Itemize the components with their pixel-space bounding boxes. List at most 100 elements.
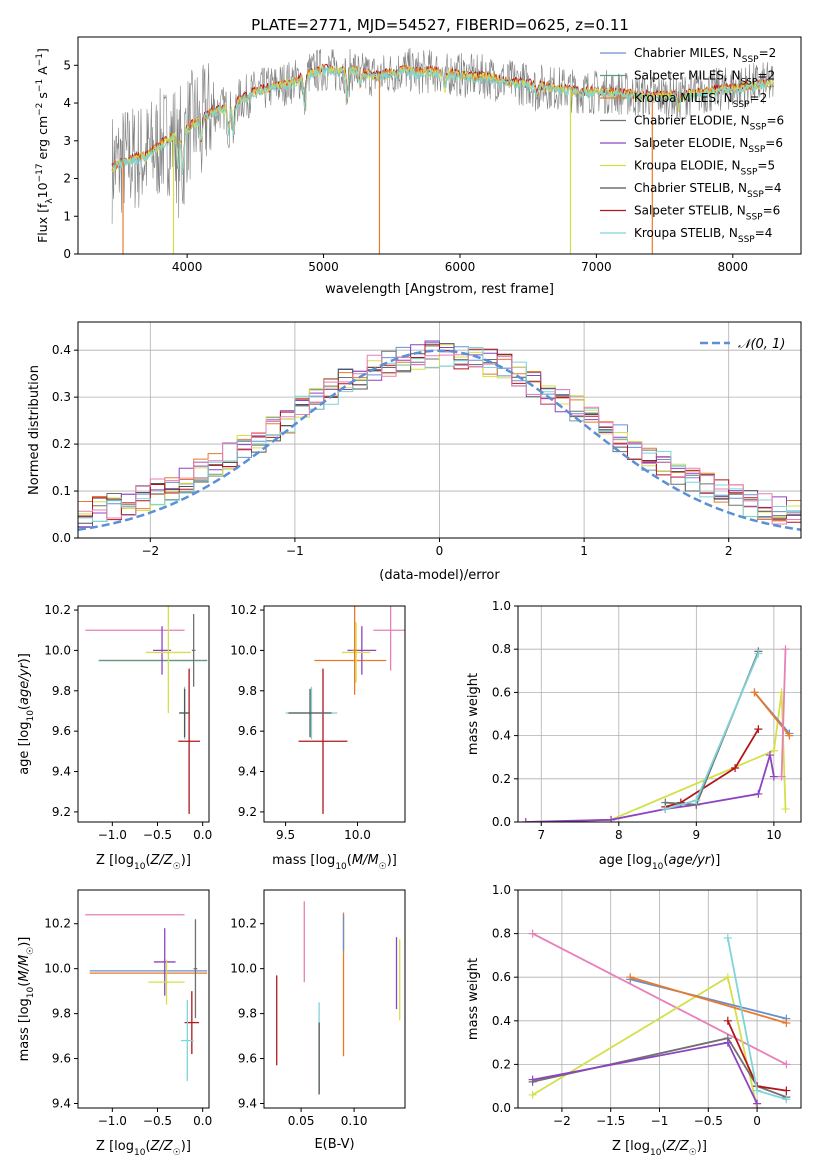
legend-entry: Salpeter ELODIE, NSSP=6 bbox=[634, 136, 783, 155]
errorbar-point bbox=[191, 614, 196, 687]
weight-series-line bbox=[665, 653, 760, 810]
x-tick-label: 0.05 bbox=[288, 1114, 315, 1128]
age-z-ylabel: age [log10(age/yr)] bbox=[17, 653, 36, 775]
plot-area-mass-vs-Z bbox=[85, 914, 208, 1082]
weight-point-marker bbox=[731, 764, 740, 772]
y-tick-label: 10.0 bbox=[230, 643, 257, 657]
y-tick-label: 4 bbox=[63, 96, 71, 110]
y-tick-label: 0.2 bbox=[492, 772, 511, 786]
x-tick-label: −0.5 bbox=[143, 1114, 172, 1128]
normal-curve bbox=[78, 349, 801, 532]
legend-entry: Kroupa MILES, NSSP=2 bbox=[634, 91, 767, 110]
y-tick-label: 0.1 bbox=[52, 484, 71, 498]
y-tick-label: 10.0 bbox=[44, 643, 71, 657]
y-tick-label: 9.4 bbox=[238, 765, 257, 779]
y-tick-label: 9.8 bbox=[52, 684, 71, 698]
axes-age-vs-mass: 9.5 10.0 9.2 9.4 9.6 9.8 10.0 10.2 bbox=[230, 603, 406, 842]
errorbar-point bbox=[153, 928, 176, 996]
weight-point-marker bbox=[626, 973, 635, 982]
legend-entry: Kroupa STELIB, NSSP=4 bbox=[634, 226, 772, 245]
weight-point-marker bbox=[777, 772, 786, 781]
axes-frame bbox=[77, 605, 210, 823]
y-tick-label: 1.0 bbox=[492, 883, 511, 897]
weight-point-marker bbox=[723, 1016, 732, 1025]
weight-point-marker bbox=[528, 1090, 537, 1099]
y-tick-label: 9.2 bbox=[52, 805, 71, 819]
errorbar-point bbox=[193, 919, 198, 1019]
y-tick-label: 9.4 bbox=[52, 1097, 71, 1111]
spectrum-legend: Chabrier MILES, NSSP=2 Salpeter MILES, NS… bbox=[600, 46, 784, 245]
y-tick-label: 9.4 bbox=[52, 765, 71, 779]
axes-frame bbox=[263, 605, 406, 823]
axes-frame bbox=[517, 605, 802, 823]
y-tick-label: 0.2 bbox=[492, 1057, 511, 1071]
weight-point-marker bbox=[528, 929, 537, 938]
weight-point-marker bbox=[781, 645, 790, 654]
histogram-series bbox=[78, 347, 801, 522]
y-tick-label: 0.0 bbox=[492, 815, 511, 829]
y-tick-label: 2 bbox=[63, 172, 71, 186]
y-tick-label: 0.6 bbox=[492, 685, 511, 699]
y-tick-label: 9.6 bbox=[238, 724, 257, 738]
x-tick-label: 0.10 bbox=[341, 1114, 368, 1128]
weight-point-marker bbox=[785, 731, 794, 740]
x-tick-label: 8000 bbox=[718, 260, 749, 274]
y-tick-label: 1 bbox=[63, 209, 71, 223]
y-tick-label: 9.8 bbox=[238, 1007, 257, 1021]
plot-area-weight-vs-age bbox=[521, 645, 794, 822]
y-tick-label: 0.0 bbox=[492, 1101, 511, 1115]
errorbar-point bbox=[145, 606, 191, 713]
x-tick-label: 10 bbox=[766, 828, 781, 842]
errorbar-point bbox=[373, 606, 405, 671]
axes-spectrum: 4000 5000 6000 7000 8000 0 1 2 3 4 5 bbox=[63, 36, 802, 274]
weight-series-line bbox=[532, 1037, 787, 1098]
mass-z-xlabel: Z [log10(Z/Z☉)] bbox=[96, 1139, 191, 1158]
x-tick-label: 2 bbox=[725, 544, 733, 558]
weight-z-ylabel: mass weight bbox=[466, 958, 481, 1040]
x-tick-label: 0 bbox=[436, 544, 444, 558]
errorbar-point bbox=[298, 668, 348, 814]
legend-entry: Salpeter MILES, NSSP=2 bbox=[634, 69, 775, 88]
weight-point-marker bbox=[723, 1038, 732, 1047]
residuals-xlabel: (data-model)/error bbox=[379, 568, 500, 583]
histogram-series bbox=[78, 354, 801, 525]
weight-point-marker bbox=[782, 1060, 791, 1069]
weight-point-marker bbox=[723, 933, 732, 942]
axes-mass-vs-EBV: 0.05 0.10 9.4 9.6 9.8 10.0 10.2 bbox=[230, 889, 406, 1128]
age-mass-xlabel: mass [log10(M/M☉)] bbox=[272, 853, 397, 872]
errorbar-point bbox=[341, 622, 371, 683]
spectrum-model-line bbox=[111, 66, 774, 176]
x-tick-label: 9 bbox=[693, 828, 701, 842]
y-tick-label: 1.0 bbox=[492, 599, 511, 613]
y-tick-label: 10.2 bbox=[230, 603, 257, 617]
weight-point-marker bbox=[723, 973, 732, 982]
y-tick-label: 3 bbox=[63, 134, 71, 148]
weight-series-line bbox=[665, 728, 760, 808]
weight-point-marker bbox=[782, 1018, 791, 1027]
x-tick-label: −0.5 bbox=[143, 828, 172, 842]
errorbar-point bbox=[180, 1000, 194, 1082]
weight-point-marker bbox=[692, 796, 701, 805]
legend-entry: Chabrier STELIB, NSSP=4 bbox=[634, 181, 782, 200]
x-tick-label: 0.0 bbox=[193, 1114, 212, 1128]
y-tick-label: 9.6 bbox=[238, 1052, 257, 1066]
errorbar-point bbox=[178, 668, 200, 814]
plot-area-mass-vs-EBV bbox=[276, 901, 401, 1095]
y-tick-label: 0.4 bbox=[492, 729, 511, 743]
x-tick-label: −1 bbox=[286, 544, 304, 558]
weight-point-marker bbox=[754, 649, 763, 658]
errorbar-point bbox=[288, 688, 332, 738]
axes-mass-vs-Z: −1.0 −0.5 0.0 9.4 9.6 9.8 10.0 10.2 bbox=[44, 889, 212, 1128]
weight-point-marker bbox=[661, 805, 670, 814]
plot-area-residuals bbox=[78, 340, 801, 532]
weight-z-xlabel: Z [log10(Z/Z☉)] bbox=[612, 1139, 707, 1158]
x-tick-label: 7000 bbox=[581, 260, 612, 274]
figure-title: PLATE=2771, MJD=54527, FIBERID=0625, z=0… bbox=[251, 16, 629, 34]
x-tick-label: −1 bbox=[651, 1114, 669, 1128]
age-z-xlabel: Z [log10(Z/Z☉)] bbox=[96, 853, 191, 872]
errorbar-point bbox=[351, 606, 358, 695]
y-tick-label: 0.4 bbox=[492, 1014, 511, 1028]
y-tick-label: 10.0 bbox=[44, 962, 71, 976]
weight-series-line bbox=[629, 976, 787, 1024]
